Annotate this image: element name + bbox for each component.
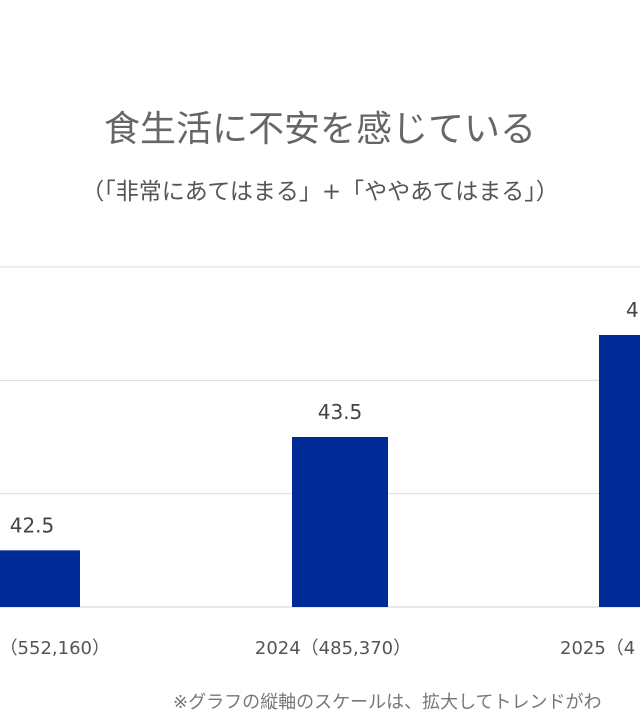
chart-note: ※グラフの縦軸のスケールは、拡大してトレンドがわ — [173, 692, 602, 713]
chart-subtitle: （「非常にあてはまる」+「ややあてはまる」） — [81, 179, 559, 205]
bar — [599, 335, 640, 607]
category-label: （552,160） — [0, 638, 110, 659]
bar — [292, 437, 388, 607]
bar — [0, 550, 80, 607]
data-label: 42.5 — [10, 513, 55, 537]
data-label: 4 — [626, 298, 639, 322]
category-label: 2025（4 — [560, 638, 635, 659]
chart-title: 食生活に不安を感じている — [103, 109, 536, 150]
data-label: 43.5 — [318, 400, 363, 424]
category-label: 2024（485,370） — [255, 638, 411, 659]
